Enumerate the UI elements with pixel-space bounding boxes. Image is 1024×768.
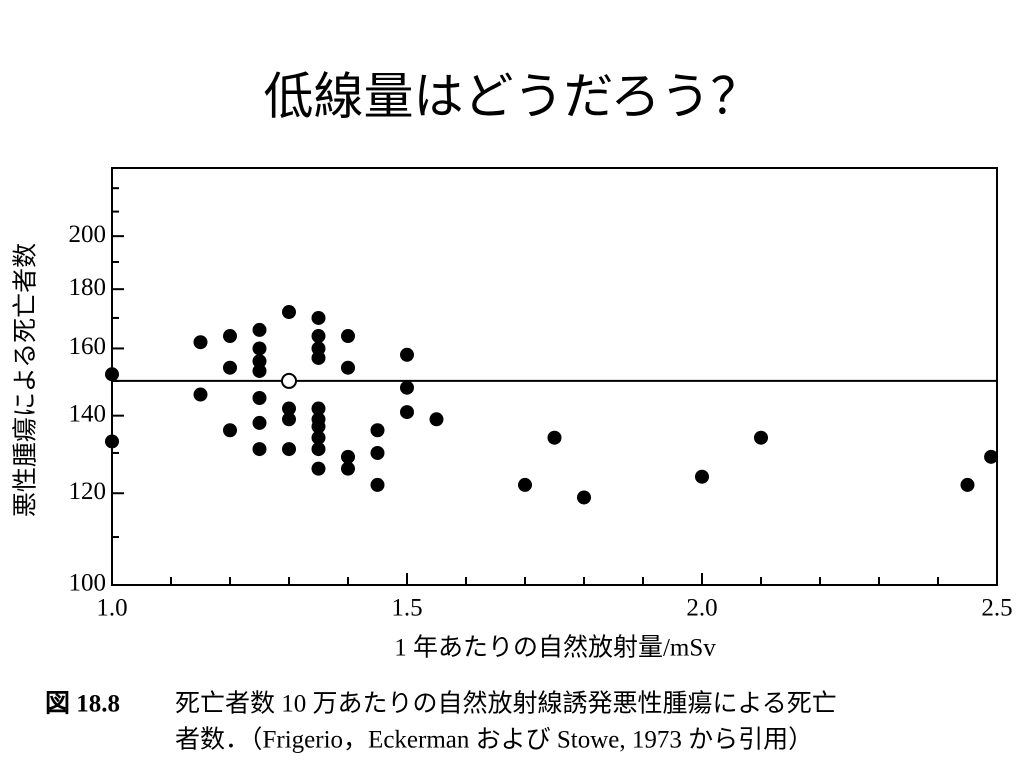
- y-axis-label: 悪性腫瘍による死亡者数: [12, 243, 40, 517]
- data-point: [252, 390, 267, 405]
- data-point: [311, 419, 326, 434]
- x-tick-label: 1.5: [391, 595, 422, 622]
- data-point: [429, 412, 444, 427]
- data-point: [252, 354, 267, 369]
- data-point: [400, 347, 414, 362]
- caption-line: 死亡者数 10 万あたりの自然放射線誘発悪性腫瘍による死亡: [175, 690, 837, 718]
- y-tick-label: 120: [69, 478, 107, 505]
- plot-frame: [111, 167, 998, 586]
- data-point: [223, 329, 237, 344]
- caption-label: 図 18.8: [45, 691, 120, 718]
- y-tick-label: 140: [69, 400, 107, 427]
- data-point: [252, 442, 267, 457]
- data-point: [341, 449, 355, 464]
- caption-line: 者数．（Frigerio，Eckerman および Stowe, 1973 から…: [175, 726, 813, 754]
- data-point: [370, 477, 385, 492]
- data-point: [311, 461, 326, 476]
- data-point: [193, 387, 208, 402]
- data-point: [311, 401, 326, 416]
- data-point: [341, 360, 355, 375]
- data-point: [400, 380, 414, 395]
- x-tick-label: 2.0: [686, 595, 717, 622]
- data-point: [252, 341, 267, 356]
- data-point: [370, 423, 385, 438]
- data-point: [547, 430, 562, 445]
- data-point: [311, 430, 326, 445]
- data-point: [311, 329, 326, 344]
- data-point: [105, 434, 119, 449]
- data-point: [577, 490, 591, 505]
- data-point: [252, 415, 267, 430]
- data-point: [282, 401, 296, 416]
- data-point: [223, 423, 237, 438]
- data-point: [341, 329, 355, 344]
- data-point: [105, 367, 119, 382]
- data-point: [252, 322, 267, 337]
- x-axis-label: 1 年あたりの自然放射量/mSv: [394, 634, 716, 662]
- data-point: [282, 305, 296, 320]
- data-point: [282, 442, 296, 457]
- data-point: [754, 430, 768, 445]
- y-tick-label: 100: [69, 570, 107, 597]
- data-point: [695, 469, 709, 484]
- y-tick-label: 160: [69, 333, 107, 360]
- data-point: [341, 461, 355, 476]
- data-point: [370, 445, 385, 460]
- y-tick-label: 200: [69, 221, 107, 248]
- data-point: [984, 449, 999, 464]
- data-point: [400, 405, 414, 420]
- data-point: [252, 363, 267, 378]
- data-point: [311, 310, 326, 325]
- data-point: [518, 477, 532, 492]
- mean-point: [281, 372, 297, 389]
- x-tick-label: 2.5: [981, 595, 1012, 622]
- data-point: [282, 412, 296, 427]
- data-point: [223, 360, 237, 375]
- data-point: [311, 350, 326, 365]
- x-tick-label: 1.0: [96, 595, 127, 622]
- data-point: [960, 477, 975, 492]
- slide-title: 低線量はどうだろう？: [264, 68, 761, 126]
- data-point: [311, 442, 326, 457]
- data-point: [193, 335, 208, 350]
- y-tick-label: 180: [69, 274, 107, 301]
